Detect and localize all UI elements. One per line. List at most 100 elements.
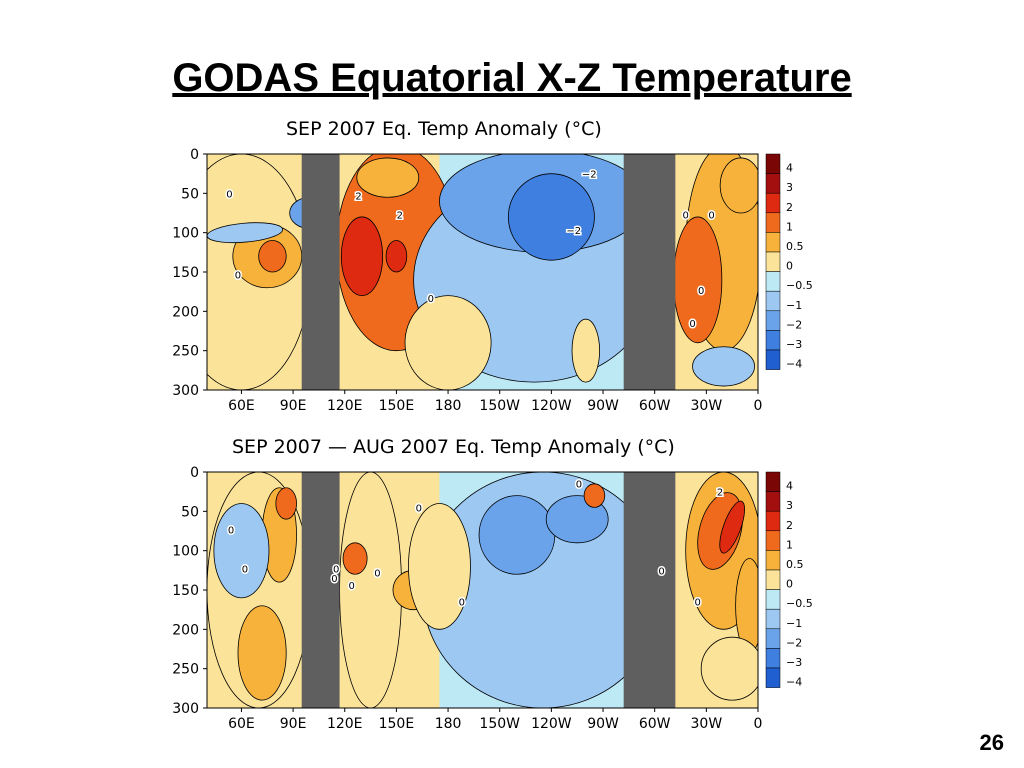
- colorbar-label: −4: [786, 358, 802, 371]
- y-tick-label: 150: [172, 583, 199, 599]
- contour-label: 0: [428, 294, 434, 305]
- y-tick-label: 100: [172, 544, 199, 560]
- contour-label: 0: [333, 565, 339, 576]
- x-tick-label: 120E: [327, 398, 363, 414]
- contour-label: 0: [374, 569, 380, 580]
- land-mask-maritime: [301, 154, 340, 390]
- contour-label: 0: [459, 598, 465, 609]
- colorbar-swatch: [765, 628, 781, 649]
- x-tick-label: 30W: [691, 716, 723, 732]
- anomaly-region-9: [478, 495, 556, 575]
- y-tick-label: 50: [181, 186, 199, 202]
- x-tick-label: 120E: [327, 716, 363, 732]
- contour-label: 0: [658, 566, 664, 577]
- colorbar-label: 3: [786, 499, 793, 512]
- x-tick-label: 120W: [531, 398, 572, 414]
- colorbar-swatch: [765, 667, 781, 688]
- y-tick-label: 0: [190, 147, 199, 163]
- plot-area: −2 −2 2 2 0 0 0 0 0 0 0: [207, 154, 758, 390]
- colorbar-swatch: [765, 212, 781, 233]
- x-tick-label: 180: [435, 398, 462, 414]
- contour-label: 2: [717, 488, 723, 499]
- x-tick-label: 150W: [479, 716, 520, 732]
- colorbar-label: 2: [786, 201, 793, 214]
- anomaly-region-13: [404, 295, 492, 390]
- anomaly-region-18: [692, 346, 755, 387]
- x-tick-label: 60W: [639, 716, 671, 732]
- contour-label: 2: [397, 211, 403, 222]
- y-tick-label: 250: [172, 662, 199, 678]
- colorbar-label: 1: [786, 220, 793, 233]
- x-tick-label: 90W: [587, 398, 619, 414]
- anomaly-region-17: [700, 636, 758, 701]
- anomaly-region-2: [258, 240, 287, 273]
- slide-title: GODAS Equatorial X-Z Temperature: [172, 56, 852, 100]
- anomaly-region-3: [213, 503, 270, 599]
- colorbar-label: −0.5: [786, 597, 813, 610]
- colorbar-label: −3: [786, 656, 802, 669]
- contour-label: 0: [242, 565, 248, 576]
- panel-title-bottom: SEP 2007 — AUG 2007 Eq. Temp Anomaly (°C…: [232, 436, 675, 458]
- colorbar-swatch: [765, 232, 781, 253]
- colorbar-swatch: [765, 173, 781, 194]
- anomaly-region-17: [719, 157, 758, 214]
- anomaly-region-8: [385, 240, 408, 273]
- y-tick-label: 250: [172, 344, 199, 360]
- colorbar-swatch: [765, 510, 781, 532]
- y-tick-label: 300: [172, 383, 199, 399]
- contour-label: −2: [582, 170, 597, 181]
- colorbar-label: 0.5: [786, 240, 804, 253]
- contour-label: −2: [566, 226, 581, 237]
- x-tick-label: 180: [435, 716, 462, 732]
- colorbar-swatch: [765, 153, 781, 174]
- anomaly-region-15: [719, 500, 745, 554]
- contour-label: 0: [708, 211, 714, 222]
- colorbar-label: −1: [786, 617, 802, 630]
- colorbar-label: 0: [786, 578, 793, 591]
- colorbar-label: −0.5: [786, 279, 813, 292]
- y-tick-label: 50: [181, 504, 199, 520]
- land-mask-americas: [623, 472, 676, 708]
- colorbar-swatch: [765, 648, 781, 669]
- y-tick-label: 0: [190, 465, 199, 481]
- colorbar-label: 0: [786, 260, 793, 273]
- colorbar-swatch: [765, 471, 781, 492]
- anomaly-region-12: [507, 173, 595, 261]
- contour-label: 0: [348, 581, 354, 592]
- contour-label: 0: [226, 189, 232, 200]
- colorbar-label: 0.5: [786, 558, 804, 571]
- colorbar-swatch: [765, 192, 781, 214]
- x-tick-label: 150E: [379, 716, 415, 732]
- x-tick-label: 150W: [479, 398, 520, 414]
- colorbar-label: 4: [786, 162, 793, 175]
- contour-label: 2: [355, 192, 361, 203]
- colorbar-swatch: [765, 530, 781, 551]
- contour-label: 0: [695, 598, 701, 609]
- anomaly-region-16: [673, 216, 723, 344]
- x-tick-label: 60E: [228, 716, 255, 732]
- contour-label: 0: [698, 286, 704, 297]
- colorbar-swatch: [765, 251, 781, 272]
- anomaly-region-12: [408, 503, 471, 630]
- colorbar-label: 3: [786, 181, 793, 194]
- anomaly-region-6: [342, 542, 368, 575]
- contour-label: 0: [689, 319, 695, 330]
- anomaly-region-9: [356, 157, 420, 198]
- colorbar-swatch: [765, 550, 781, 571]
- colorbar-label: −3: [786, 338, 802, 351]
- colorbar-swatch: [765, 290, 781, 312]
- colorbar-label: −4: [786, 676, 802, 689]
- y-tick-label: 200: [172, 304, 199, 320]
- x-tick-label: 150E: [379, 398, 415, 414]
- anomaly-region-7: [340, 216, 384, 296]
- y-tick-label: 200: [172, 622, 199, 638]
- anomaly-region-14: [571, 318, 600, 383]
- land-mask-americas: [623, 154, 676, 390]
- anomaly-region-11: [583, 483, 606, 508]
- colorbar-label: −2: [786, 318, 802, 331]
- x-tick-label: 30W: [691, 398, 723, 414]
- contour-label: 0: [235, 270, 241, 281]
- x-tick-label: 0: [754, 398, 763, 414]
